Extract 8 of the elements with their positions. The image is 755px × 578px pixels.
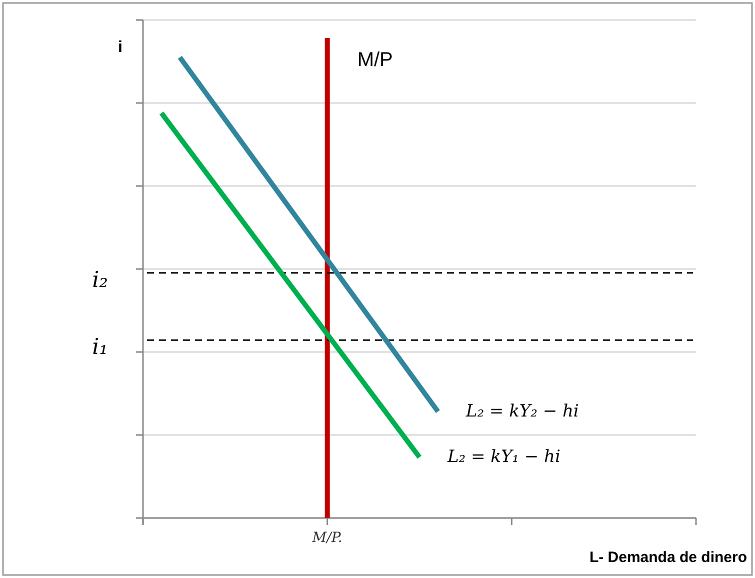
annotation: M/P (357, 49, 393, 71)
series-label: L₂ = kY₁ − hi (446, 447, 560, 468)
ref-line-label: i₂ (92, 268, 108, 293)
y-axis-title: i (118, 39, 122, 56)
text: M/P. (311, 530, 342, 546)
ref-line-label: i₁ (92, 335, 108, 360)
x-axis-title: L- Demanda de dinero (589, 549, 747, 566)
series-label: L₂ = kY₂ − hi (464, 402, 579, 422)
